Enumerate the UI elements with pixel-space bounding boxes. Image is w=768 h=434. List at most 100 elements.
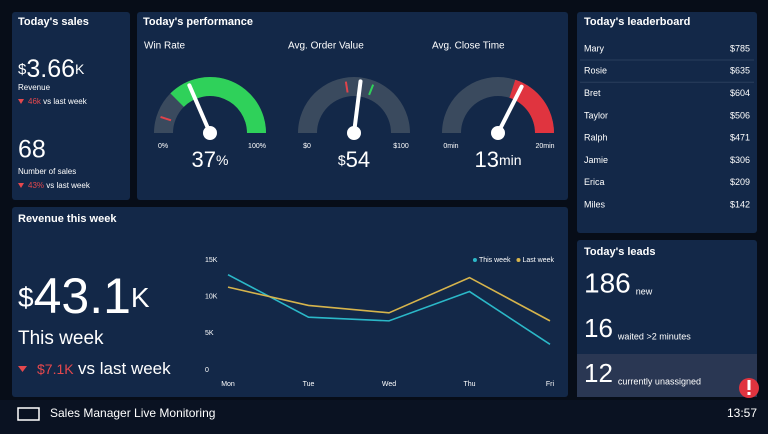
leader-amount: $471 [730,133,750,143]
change-text: vs last week [43,97,88,106]
leader-amount: $635 [730,66,750,76]
leaderboard: Mary $785 Rosie $635 Bret $604 Taylor $506 Ralph… [580,43,754,209]
gauge-prefix: $ [338,152,346,168]
revenue-change: $7.1K vs last week [37,359,171,378]
leads: 186 new 16 waited >2 minutes 12 currently una… [584,267,701,387]
x-tick-label: Fri [546,381,555,388]
value: 3.66 [26,55,75,83]
y-tick-label: 15K [205,257,218,264]
gauge-zone [170,77,266,133]
revenue-value: $43.1K [18,268,150,324]
highlight-row [577,354,757,397]
value: 43.1 [34,268,131,324]
leader-name: Jamie [584,155,608,165]
unit: K [75,61,85,77]
panel-title: Today's performance [143,16,253,28]
gauge-marker [160,115,172,122]
lead-label: currently unassigned [618,376,701,386]
leader-name: Miles [584,199,606,209]
kpi-label: Number of sales [18,167,76,176]
gauge-max: $100 [393,143,409,150]
kpi-change: 46k vs last week [28,97,88,106]
footer-title: Sales Manager Live Monitoring [50,406,215,420]
panel [577,12,757,233]
panel [12,12,130,200]
y-tick-label: 0 [205,367,209,374]
y-tick-label: 10K [205,294,218,301]
gauge-marker [368,84,375,96]
kpi-change: 43% vs last week [28,181,91,190]
panel-title: Today's leaderboard [584,16,690,28]
legend-label: This week [479,257,511,264]
kpi-value: 68 [18,136,46,164]
lead-count: 186 [584,267,631,298]
footer [0,400,768,434]
gauge-value: 37% [192,147,229,172]
leader-amount: $209 [730,177,750,187]
down-arrow [18,99,24,104]
logo [17,407,40,421]
gauge-title: Win Rate [144,41,186,52]
clock: 13:57 [727,406,757,420]
gauges: Win Rate 0% 100% 37% Avg. Order Value $0 $100 $… [144,41,555,172]
change-text: vs last week [46,181,91,190]
leader-name: Ralph [584,133,608,143]
revenue-period: This week [18,328,104,349]
y-tick-label: 5K [205,330,214,337]
gauge-needle [187,83,212,135]
down-arrow [18,183,24,188]
leader-amount: $306 [730,155,750,165]
gauge-max: 100% [248,143,266,150]
gauge-number: 13 [474,147,498,172]
change: 43% [28,181,44,190]
change: 46k [28,97,42,106]
leader-name: Rosie [584,66,607,76]
gauge-title: Avg. Order Value [288,41,364,52]
kpi-label: Revenue [18,83,51,92]
leader-name: Erica [584,177,605,187]
series-line [227,276,551,322]
series-line [227,273,551,346]
leader-amount: $604 [730,88,750,98]
alert-icon-dot [747,392,751,395]
legend-swatch [516,258,521,262]
currency: $ [18,282,34,313]
gauge-value: 13min [474,147,521,172]
x-tick-label: Mon [221,381,235,388]
gauge-needle [352,79,363,135]
leader-name: Mary [584,43,604,53]
gauge-unit: min [499,152,522,168]
x-tick-label: Thu [463,381,475,388]
change: $7.1K [37,361,74,377]
gauge-value: $54 [338,147,370,172]
leader-name: Taylor [584,110,608,120]
lead-label: new [636,286,653,296]
panel-title: Revenue this week [18,213,117,225]
gauge-unit: % [216,152,228,168]
lead-count: 16 [584,313,613,343]
legend-label: Last week [522,257,554,264]
gauge-hub [203,126,217,140]
alert-icon-bar [747,380,751,390]
leader-amount: $142 [730,199,750,209]
gauge-track [298,77,410,133]
currency: $ [18,61,27,78]
gauge-min: $0 [303,143,311,150]
gauge-marker [344,81,349,93]
gauge-number: 54 [346,147,370,172]
x-tick-label: Tue [303,381,315,388]
lead-label: waited >2 minutes [617,331,691,341]
gauge-max: 20min [535,143,554,150]
gauge-needle [496,84,524,135]
gauge-min: 0min [443,143,458,150]
gauge-number: 37 [192,147,216,172]
gauge-title: Avg. Close Time [432,41,505,52]
kpi-value: $3.66K [18,55,85,83]
panel-title: Today's leads [584,246,656,258]
x-tick-label: Wed [382,381,396,388]
down-arrow [18,366,27,372]
lead-count: 12 [584,358,613,388]
legend-swatch [472,258,477,262]
